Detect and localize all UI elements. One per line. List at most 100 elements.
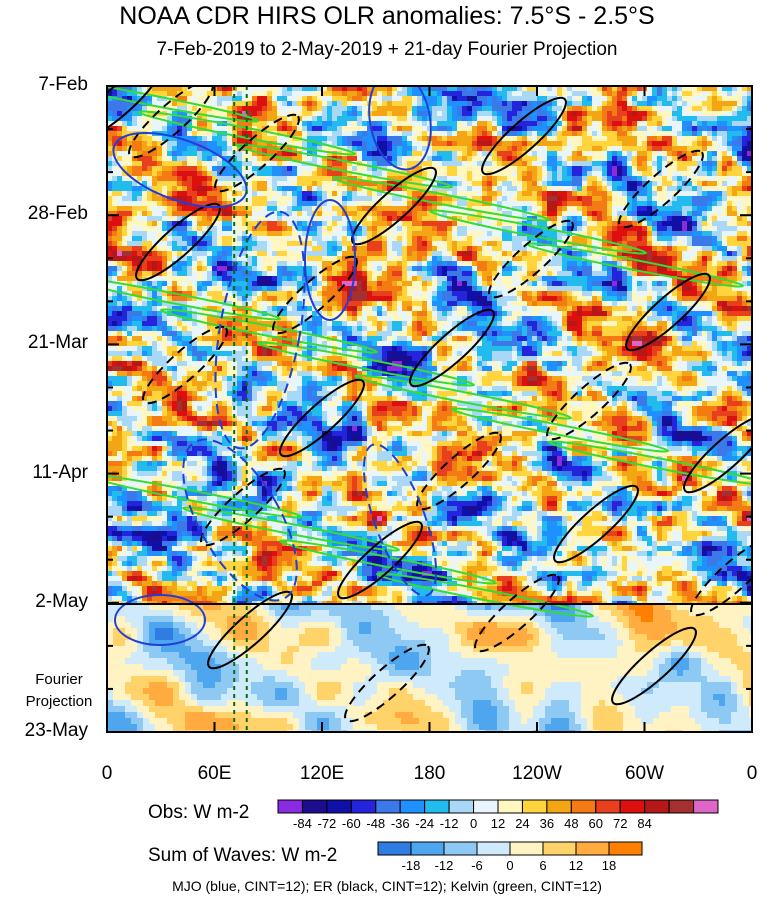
field-cell: [667, 191, 673, 197]
field-cell: [567, 131, 573, 137]
field-cell: [212, 226, 218, 232]
field-cell: [217, 226, 223, 232]
field-cell: [682, 216, 688, 222]
field-cell: [157, 196, 163, 202]
field-cell: [172, 201, 178, 207]
field-cell: [602, 131, 608, 137]
field-cell: [387, 236, 393, 242]
field-cell: [187, 146, 193, 152]
field-cell: [592, 161, 598, 167]
field-cell: [257, 171, 263, 177]
field-cell: [677, 191, 683, 197]
field-cell: [242, 181, 248, 187]
field-cell: [307, 131, 313, 137]
field-cell: [262, 136, 268, 142]
field-cell: [167, 251, 173, 257]
field-cell: [677, 201, 683, 207]
field-cell: [262, 236, 268, 242]
field-cell: [237, 246, 243, 252]
field-cell: [592, 256, 598, 262]
field-cell: [397, 136, 403, 142]
field-cell: [422, 266, 428, 272]
field-cell: [747, 221, 752, 227]
field-cell: [332, 241, 338, 247]
field-cell: [512, 201, 518, 207]
field-cell: [392, 196, 398, 202]
field-cell: [322, 156, 328, 162]
field-cell: [462, 221, 468, 227]
field-cell: [747, 196, 752, 202]
field-cell: [417, 126, 423, 132]
field-cell: [217, 251, 223, 257]
field-cell: [487, 101, 493, 107]
field-cell: [627, 226, 633, 232]
field-cell: [707, 96, 713, 102]
field-cell: [592, 231, 598, 237]
field-cell: [442, 201, 448, 207]
field-cell: [112, 186, 118, 192]
field-cell: [342, 86, 348, 92]
field-cell: [532, 181, 538, 187]
field-cell: [692, 216, 698, 222]
field-cell: [292, 106, 298, 112]
field-cell: [357, 96, 363, 102]
field-cell: [397, 191, 403, 197]
field-cell: [497, 206, 503, 212]
field-cell: [142, 211, 148, 217]
field-cell: [312, 231, 318, 237]
field-cell: [457, 261, 463, 267]
field-cell: [317, 96, 323, 102]
field-cell: [597, 171, 603, 177]
field-cell: [692, 191, 698, 197]
field-cell: [697, 111, 703, 117]
field-cell: [487, 261, 493, 267]
field-cell: [332, 136, 338, 142]
field-cell: [737, 261, 743, 267]
field-cell: [512, 161, 518, 167]
field-cell: [467, 91, 473, 97]
field-cell: [157, 156, 163, 162]
field-cell: [377, 111, 383, 117]
field-cell: [357, 186, 363, 192]
field-cell: [332, 276, 338, 282]
field-cell: [267, 106, 273, 112]
field-cell: [617, 261, 623, 267]
field-cell: [492, 111, 498, 117]
field-cell: [712, 121, 718, 127]
field-cell: [597, 191, 603, 197]
field-cell: [152, 166, 158, 172]
field-cell: [457, 221, 463, 227]
field-cell: [252, 176, 258, 182]
field-cell: [447, 131, 453, 137]
field-cell: [652, 191, 658, 197]
field-cell: [427, 126, 433, 132]
field-cell: [257, 111, 263, 117]
field-cell: [687, 231, 693, 237]
field-cell: [252, 191, 258, 197]
field-cell: [302, 106, 308, 112]
field-cell: [707, 236, 713, 242]
field-cell: [207, 241, 213, 247]
field-cell: [467, 241, 473, 247]
field-cell: [122, 166, 128, 172]
field-cell: [417, 211, 423, 217]
field-cell: [732, 166, 738, 172]
field-cell: [112, 116, 118, 122]
field-cell: [722, 231, 728, 237]
field-cell: [477, 106, 483, 112]
field-cell: [417, 146, 423, 152]
field-cell: [152, 86, 158, 92]
field-cell: [537, 221, 543, 227]
field-cell: [287, 266, 293, 272]
field-cell: [142, 196, 148, 202]
field-cell: [717, 166, 723, 172]
field-cell: [187, 161, 193, 167]
field-cell: [682, 241, 688, 247]
field-cell: [567, 186, 573, 192]
field-cell: [277, 271, 283, 277]
field-cell: [592, 156, 598, 162]
field-cell: [522, 211, 528, 217]
field-cell: [272, 246, 278, 252]
field-cell: [377, 271, 383, 277]
field-cell: [542, 276, 548, 282]
